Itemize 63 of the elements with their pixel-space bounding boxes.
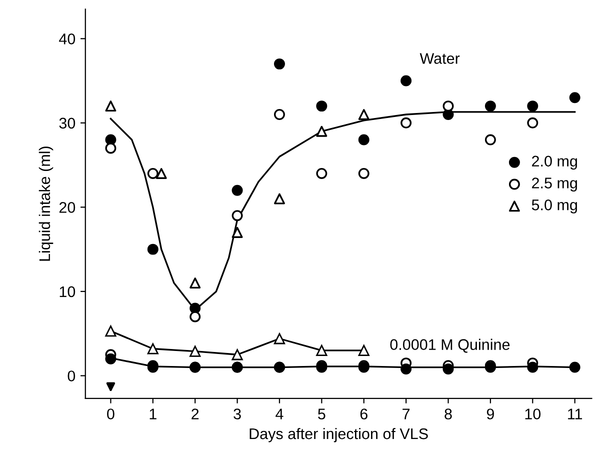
point bbox=[316, 126, 328, 137]
x-tick-label: 7 bbox=[402, 408, 410, 420]
point bbox=[232, 226, 243, 238]
point bbox=[569, 362, 580, 373]
point bbox=[358, 344, 370, 356]
point bbox=[442, 100, 454, 112]
y-tick-label: 10 bbox=[60, 286, 76, 298]
point bbox=[105, 142, 116, 154]
point bbox=[147, 168, 158, 179]
point bbox=[156, 168, 167, 179]
x-tick-label: 4 bbox=[276, 408, 284, 420]
y-tick-label: 20 bbox=[59, 202, 76, 213]
point bbox=[105, 325, 116, 337]
x-tick-label: 1 bbox=[150, 408, 156, 420]
x-tick-label: 2 bbox=[192, 408, 199, 420]
point bbox=[316, 100, 328, 112]
point bbox=[527, 100, 538, 112]
legend-label: 2.0 mg bbox=[532, 156, 577, 170]
x-tick-label: 3 bbox=[234, 408, 241, 420]
point bbox=[316, 168, 328, 179]
annotation: Water bbox=[420, 53, 460, 64]
point bbox=[190, 278, 201, 289]
point bbox=[147, 343, 158, 354]
point bbox=[527, 117, 538, 128]
annotation: 0.0001 M Quinine bbox=[390, 338, 510, 353]
point bbox=[274, 193, 285, 204]
point bbox=[105, 100, 116, 112]
point bbox=[232, 349, 243, 360]
point bbox=[400, 75, 412, 86]
y-tick-label: 40 bbox=[59, 34, 76, 44]
point bbox=[358, 168, 370, 179]
point bbox=[274, 108, 285, 120]
point bbox=[190, 311, 201, 322]
point bbox=[358, 134, 370, 146]
point bbox=[105, 353, 116, 364]
point bbox=[400, 117, 412, 128]
x-tick-label: 0 bbox=[107, 408, 114, 420]
point bbox=[400, 363, 412, 374]
x-tick-label: 5 bbox=[318, 408, 326, 420]
point bbox=[569, 92, 580, 104]
point bbox=[484, 100, 496, 112]
x-tick-label: 10 bbox=[525, 408, 541, 420]
legend-label: 5.0 mg bbox=[532, 200, 577, 214]
x-tick-label: 6 bbox=[360, 408, 368, 420]
point bbox=[484, 134, 496, 146]
y-tick-label: 0 bbox=[68, 370, 76, 382]
y-axis-title: Liquid intake (ml) bbox=[38, 146, 54, 261]
point bbox=[232, 184, 243, 196]
point bbox=[316, 344, 328, 356]
x-tick-label: 9 bbox=[486, 408, 494, 420]
point bbox=[442, 363, 454, 374]
y-tick-label: 30 bbox=[59, 118, 76, 129]
point bbox=[358, 108, 370, 120]
legend-label: 2.5 mg bbox=[532, 178, 577, 192]
point bbox=[527, 362, 538, 373]
x-axis-title: Days after injection of VLS bbox=[250, 428, 428, 442]
x-tick-label: 8 bbox=[444, 408, 452, 420]
point bbox=[274, 58, 285, 70]
point bbox=[232, 210, 243, 222]
x-tick-label: 11 bbox=[568, 408, 582, 420]
point bbox=[147, 244, 158, 255]
point bbox=[274, 333, 286, 344]
point bbox=[190, 346, 201, 357]
